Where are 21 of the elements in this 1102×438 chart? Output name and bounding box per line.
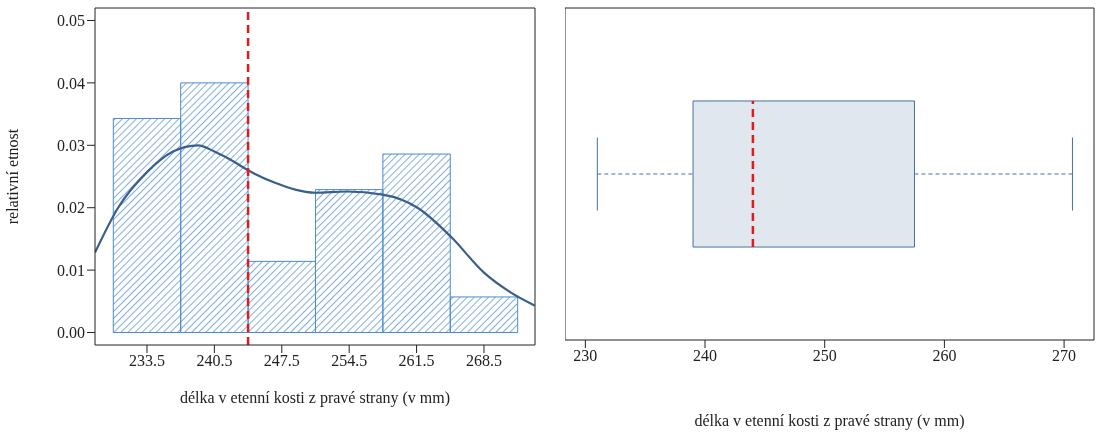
x-tick-label: 260 bbox=[932, 347, 957, 365]
x-tick-label: 270 bbox=[1052, 347, 1077, 365]
y-tick-label: 0.02 bbox=[57, 199, 85, 217]
y-tick-label: 0.05 bbox=[57, 12, 85, 30]
y-tick-label: 0.01 bbox=[57, 261, 85, 279]
x-tick-label: 247.5 bbox=[263, 352, 300, 370]
y-axis-title: relativní etnost bbox=[3, 128, 21, 225]
y-tick-label: 0.00 bbox=[57, 324, 85, 342]
line-series bbox=[95, 144, 535, 307]
x-axis-title: délka v etenní kosti z pravé strany (v mm) bbox=[694, 412, 965, 430]
x-tick-label: 230 bbox=[573, 347, 598, 365]
x-tick-label: 268.5 bbox=[465, 352, 502, 370]
x-tick-label: 233.5 bbox=[128, 352, 165, 370]
y-tick-label: 0.04 bbox=[57, 74, 85, 92]
y-tick-label: 0.03 bbox=[57, 136, 85, 154]
x-tick-label: 250 bbox=[812, 347, 837, 365]
x-tick-label: 240.5 bbox=[196, 352, 233, 370]
x-tick-label: 261.5 bbox=[398, 352, 435, 370]
x-tick-label: 240 bbox=[693, 347, 718, 365]
x-tick-label: 254.5 bbox=[331, 352, 368, 370]
x-axis-title: délka v etenní kosti z pravé strany (v mm) bbox=[179, 389, 451, 407]
